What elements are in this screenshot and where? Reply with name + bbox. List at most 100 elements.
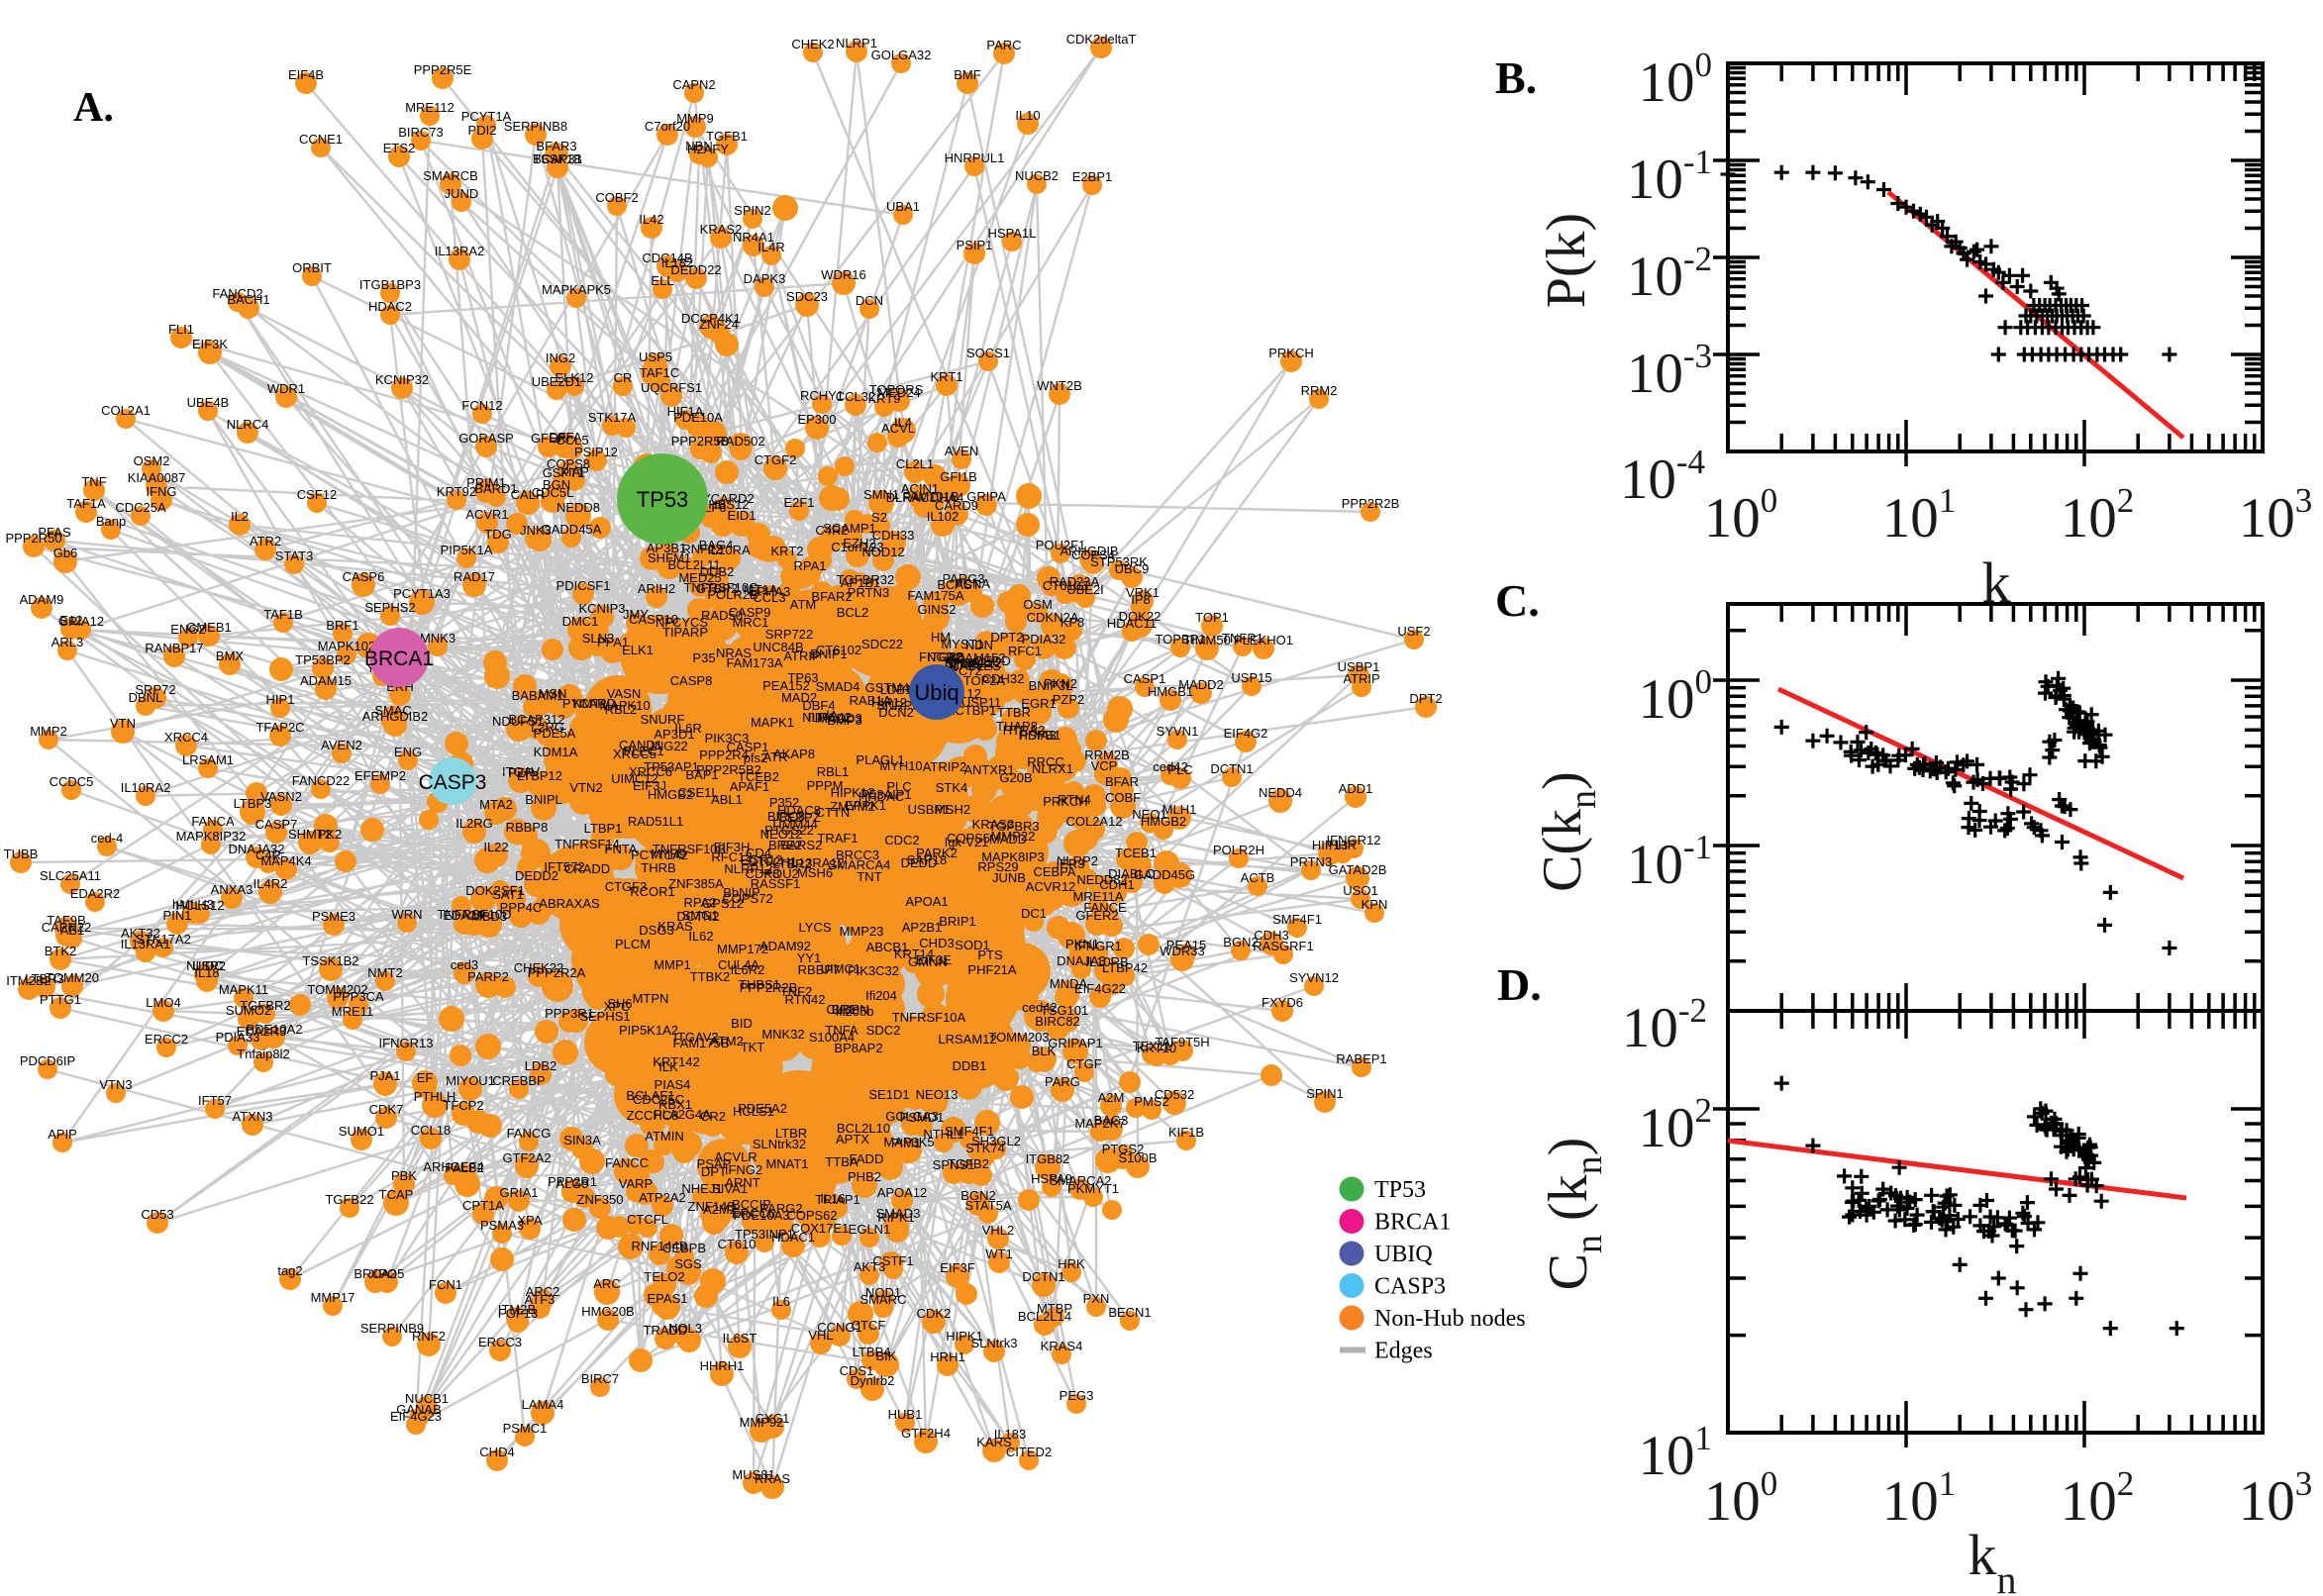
- svg-text:BRIP1: BRIP1: [939, 914, 976, 929]
- svg-text:BFAR: BFAR: [1105, 774, 1139, 789]
- svg-text:PARK2: PARK2: [916, 846, 958, 860]
- svg-text:PHB2: PHB2: [848, 1169, 881, 1184]
- svg-text:TOP1: TOP1: [1195, 610, 1229, 625]
- svg-text:XRCC4: XRCC4: [164, 730, 208, 745]
- svg-text:EIF3F: EIF3F: [940, 1260, 974, 1275]
- svg-text:ITGB82: ITGB82: [1026, 1151, 1070, 1166]
- svg-text:CHD4: CHD4: [479, 1445, 514, 1459]
- svg-text:TNT: TNT: [857, 869, 881, 884]
- svg-text:TAF1C: TAF1C: [640, 365, 679, 380]
- svg-text:EIF4G2: EIF4G2: [1224, 726, 1268, 741]
- svg-text:COPS8: COPS8: [547, 456, 590, 471]
- svg-text:C4R2: C4R2: [815, 523, 848, 538]
- svg-text:CASP8: CASP8: [670, 673, 713, 688]
- svg-text:CAPN2: CAPN2: [672, 77, 715, 92]
- svg-text:MNAT1: MNAT1: [765, 1156, 808, 1171]
- svg-text:KIAA0087: KIAA0087: [128, 470, 186, 485]
- svg-text:TNF: TNF: [81, 474, 106, 489]
- svg-text:EPPK1: EPPK1: [845, 798, 886, 813]
- svg-text:KIF1B: KIF1B: [1168, 1125, 1204, 1140]
- svg-text:Tnfaip8l2: Tnfaip8l2: [237, 1047, 289, 1061]
- svg-text:UQCRFS1: UQCRFS1: [641, 380, 702, 395]
- svg-text:IL4R2: IL4R2: [253, 876, 288, 891]
- svg-text:NLRP12: NLRP12: [724, 861, 772, 876]
- svg-text:AVEN: AVEN: [945, 444, 978, 458]
- svg-text:BGN2: BGN2: [960, 1188, 995, 1203]
- svg-text:NLRP2: NLRP2: [1057, 853, 1098, 868]
- svg-text:TGFBR2: TGFBR2: [240, 998, 290, 1013]
- svg-text:FADD: FADD: [850, 1151, 884, 1166]
- svg-text:FAM173A: FAM173A: [726, 655, 782, 670]
- svg-text:SYVN12: SYVN12: [1289, 970, 1339, 985]
- svg-text:AP2B1: AP2B1: [902, 920, 942, 935]
- svg-text:NMT2: NMT2: [367, 965, 402, 980]
- svg-text:BCAST: BCAST: [937, 577, 979, 592]
- svg-text:PIAS4: PIAS4: [655, 1077, 691, 1092]
- svg-text:STP53RK: STP53RK: [1090, 554, 1148, 569]
- svg-text:CITED2: CITED2: [1006, 1445, 1052, 1459]
- svg-text:SMG1: SMG1: [682, 908, 719, 923]
- svg-text:EDA2R3: EDA2R3: [237, 1024, 287, 1039]
- svg-text:AKT32: AKT32: [121, 926, 160, 941]
- svg-text:PPP2R2B: PPP2R2B: [740, 980, 798, 995]
- svg-text:RFC1: RFC1: [1008, 644, 1042, 658]
- svg-text:MED25: MED25: [678, 570, 721, 585]
- svg-text:HDAC11: HDAC11: [1107, 616, 1157, 631]
- svg-text:ENG2: ENG2: [170, 622, 205, 637]
- svg-text:COL2A12: COL2A12: [1065, 814, 1122, 829]
- svg-text:PJA1: PJA1: [369, 1068, 400, 1083]
- svg-text:FAM175A: FAM175A: [907, 588, 963, 603]
- svg-text:TNFRSF10B: TNFRSF10B: [653, 842, 726, 856]
- svg-text:ENG: ENG: [394, 745, 422, 759]
- svg-text:PRKCH: PRKCH: [1268, 346, 1314, 360]
- svg-text:DPT: DPT: [701, 1164, 727, 1179]
- svg-text:ABL1: ABL1: [711, 792, 743, 807]
- svg-text:MADD: MADD: [989, 832, 1027, 847]
- svg-text:HIP1: HIP1: [266, 692, 295, 707]
- svg-text:SLNtrk32: SLNtrk32: [753, 1137, 806, 1151]
- svg-text:SUMO1: SUMO1: [339, 1124, 384, 1139]
- svg-text:PPP2R4: PPP2R4: [699, 748, 749, 762]
- svg-text:SAP18: SAP18: [907, 852, 947, 867]
- svg-text:CHD3: CHD3: [919, 936, 954, 950]
- svg-text:NR4A1: NR4A1: [733, 230, 774, 245]
- svg-text:COX17E1: COX17E1: [791, 1221, 850, 1236]
- svg-text:VASN2: VASN2: [260, 789, 302, 804]
- svg-text:WDR1: WDR1: [267, 381, 305, 396]
- svg-text:UBE4B: UBE4B: [187, 395, 230, 410]
- svg-text:SRP722: SRP722: [765, 627, 813, 642]
- svg-text:A.: A.: [73, 85, 114, 131]
- svg-text:NHEJ1: NHEJ1: [681, 1181, 722, 1196]
- svg-text:TGFBR32: TGFBR32: [837, 572, 895, 587]
- svg-text:FNGR2: FNGR2: [919, 649, 962, 664]
- svg-text:Edges: Edges: [1374, 1339, 1433, 1364]
- svg-text:CTGF3: CTGF3: [605, 879, 648, 894]
- svg-text:EIF4B: EIF4B: [288, 67, 324, 82]
- svg-text:APOA1: APOA1: [905, 894, 948, 909]
- svg-text:ATR: ATR: [762, 749, 787, 764]
- svg-text:CASP1: CASP1: [727, 740, 769, 754]
- svg-text:EIF4G22: EIF4G22: [1074, 981, 1126, 996]
- svg-text:ZNF385A: ZNF385A: [668, 876, 724, 891]
- svg-text:TGFB22: TGFB22: [325, 1192, 373, 1207]
- svg-text:BCL2L14: BCL2L14: [1018, 1309, 1071, 1324]
- svg-text:NUCB2: NUCB2: [1015, 168, 1059, 183]
- svg-text:CSF12: CSF12: [297, 487, 337, 502]
- svg-text:PDI2: PDI2: [468, 123, 497, 138]
- svg-text:TP63: TP63: [787, 670, 818, 685]
- svg-text:LTBP1: LTBP1: [584, 821, 623, 836]
- svg-text:RASGRF1: RASGRF1: [1253, 939, 1313, 953]
- svg-text:ING2: ING2: [546, 350, 575, 365]
- svg-text:GFER2: GFER2: [1075, 908, 1118, 923]
- svg-text:TCEB1: TCEB1: [1115, 846, 1157, 860]
- svg-text:CD532: CD532: [1155, 1087, 1194, 1102]
- svg-text:DMC1: DMC1: [562, 614, 599, 629]
- svg-text:BCCIP: BCCIP: [732, 1197, 771, 1212]
- svg-text:KDM1A: KDM1A: [534, 745, 578, 759]
- svg-text:PPP2R2A: PPP2R2A: [528, 965, 586, 980]
- svg-text:CASP1: CASP1: [1124, 671, 1166, 686]
- svg-text:USO1: USO1: [1343, 883, 1377, 898]
- svg-text:IFNGR12: IFNGR12: [1327, 833, 1381, 848]
- svg-text:PRKCH: PRKCH: [1043, 794, 1088, 809]
- svg-text:ACVL: ACVL: [881, 421, 915, 436]
